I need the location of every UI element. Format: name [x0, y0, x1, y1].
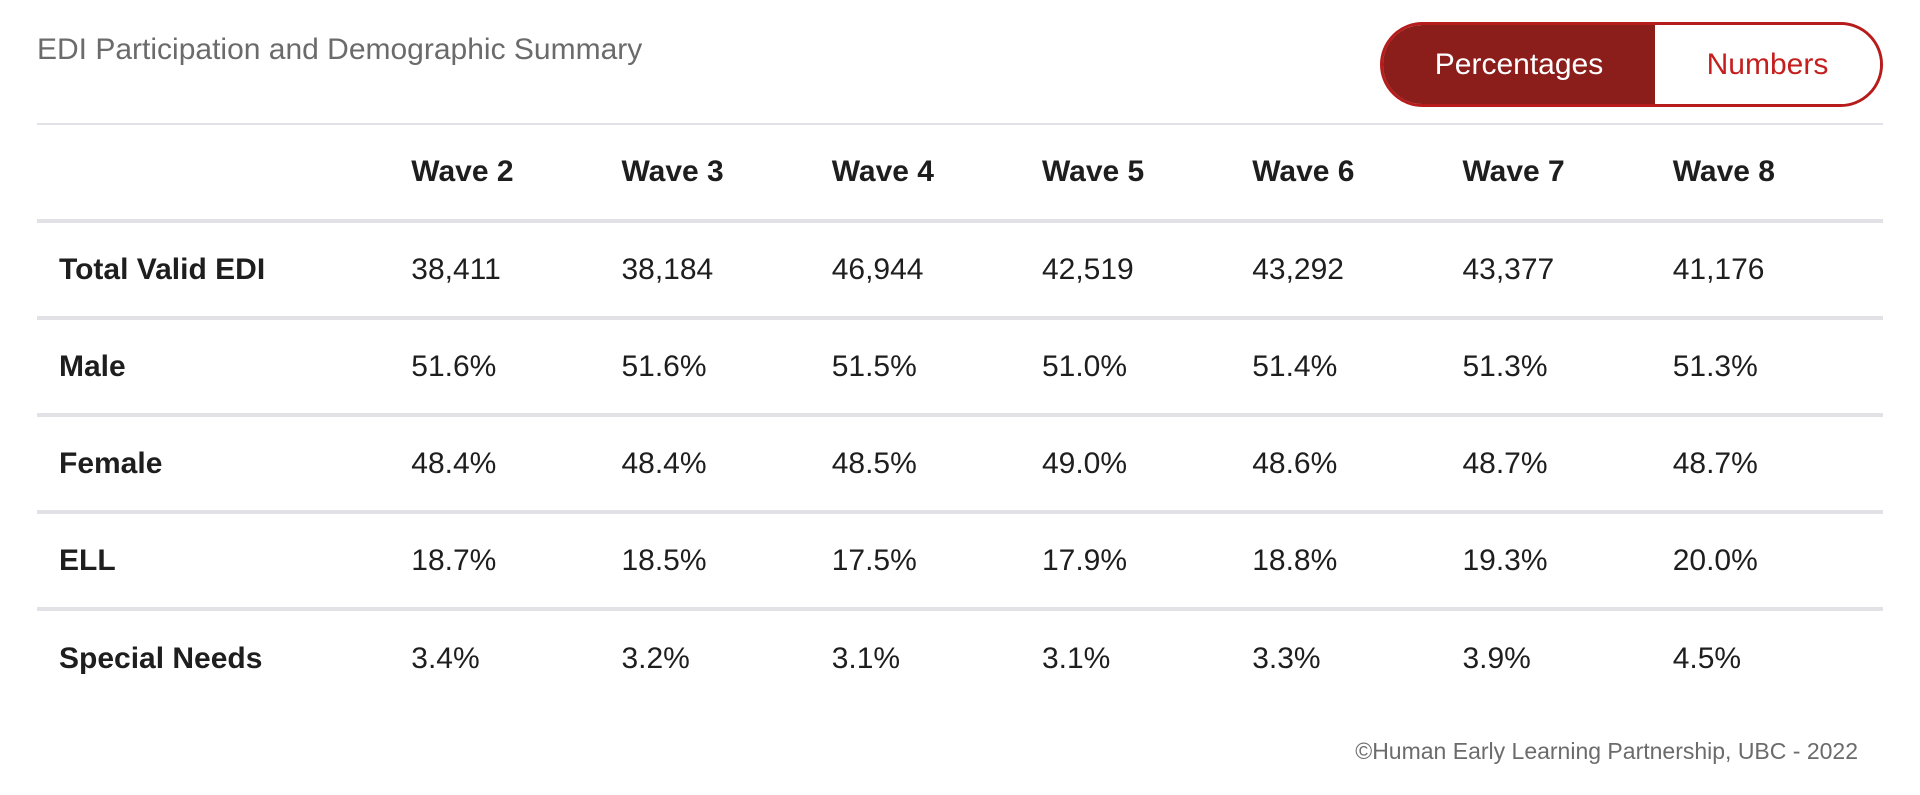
header-cell: Wave 5: [1041, 155, 1145, 188]
page-title: EDI Participation and Demographic Summar…: [37, 33, 643, 66]
header-cell: Wave 6: [1252, 155, 1355, 188]
table-cell: 20.0%: [1672, 543, 1758, 577]
table-cell: 3.1%: [831, 641, 901, 675]
table-cell: 51.3%: [1672, 349, 1758, 383]
table-cell: 46,944: [831, 252, 924, 286]
row-label: Male: [59, 349, 126, 383]
table-cell: 3.3%: [1252, 641, 1321, 675]
table-row: Special Needs 3.4% 3.2% 3.1% 3.1% 3.3% 3…: [37, 609, 1883, 706]
header-cell: Wave 2: [411, 155, 514, 188]
table-cell: 3.2%: [621, 641, 690, 675]
table-cell: 43,292: [1252, 252, 1344, 286]
table-row: Total Valid EDI 38,411 38,184 46,944 42,…: [37, 221, 1883, 318]
table-cell: 49.0%: [1041, 446, 1128, 480]
table-cell: 42,519: [1041, 252, 1134, 286]
table-cell: 38,184: [621, 252, 714, 286]
table-cell: 51.5%: [831, 349, 917, 383]
table-cell: 17.9%: [1041, 543, 1128, 577]
table-cell: 17.5%: [831, 543, 917, 577]
table-cell: 48.5%: [831, 446, 917, 480]
header-cell: Wave 4: [831, 155, 934, 188]
table-cell: 48.4%: [621, 446, 707, 480]
table-cell: 18.8%: [1252, 543, 1338, 577]
table-cell: 18.5%: [621, 543, 707, 577]
table-row: ELL 18.7% 18.5% 17.5% 17.9% 18.8% 19.3% …: [37, 512, 1883, 609]
table-cell: 4.5%: [1672, 641, 1742, 675]
table-cell: 51.0%: [1041, 349, 1128, 383]
header-cell: Wave 3: [621, 155, 724, 188]
table-row: Male 51.6% 51.6% 51.5% 51.0% 51.4% 51.3%…: [37, 318, 1883, 415]
row-label: Female: [59, 446, 163, 480]
table-cell: 18.7%: [411, 543, 497, 577]
table-cell: 38,411: [411, 252, 501, 286]
percentages-toggle-button[interactable]: Percentages: [1383, 25, 1655, 104]
row-label: Total Valid EDI: [59, 252, 266, 286]
row-label: ELL: [59, 543, 116, 577]
table-cell: 3.4%: [411, 641, 480, 675]
table-row: Female 48.4% 48.4% 48.5% 49.0% 48.6% 48.…: [37, 415, 1883, 512]
view-toggle: Percentages Numbers: [1380, 22, 1883, 107]
row-label: Special Needs: [59, 641, 263, 675]
copyright-footer: ©Human Early Learning Partnership, UBC -…: [1355, 738, 1858, 764]
table-cell: 3.1%: [1041, 641, 1111, 675]
numbers-toggle-button[interactable]: Numbers: [1655, 25, 1880, 104]
table-cell: 48.6%: [1252, 446, 1338, 480]
table-cell: 51.4%: [1252, 349, 1338, 383]
header-cell: Wave 7: [1462, 155, 1565, 188]
table-header-row: Wave 2 Wave 3 Wave 4 Wave 5 Wave 6 Wave …: [37, 124, 1883, 221]
summary-table: Wave 2 Wave 3 Wave 4 Wave 5 Wave 6 Wave …: [37, 123, 1883, 706]
table-cell: 48.4%: [411, 446, 497, 480]
table-cell: 41,176: [1672, 252, 1765, 286]
table-cell: 43,377: [1462, 252, 1555, 286]
table-cell: 51.3%: [1462, 349, 1548, 383]
header-cell: [37, 124, 411, 221]
table-cell: 19.3%: [1462, 543, 1548, 577]
table-cell: 48.7%: [1672, 446, 1758, 480]
table-cell: 3.9%: [1462, 641, 1531, 675]
header-cell: Wave 8: [1672, 155, 1775, 188]
table-cell: 51.6%: [621, 349, 707, 383]
table-cell: 51.6%: [411, 349, 497, 383]
table-cell: 48.7%: [1462, 446, 1548, 480]
